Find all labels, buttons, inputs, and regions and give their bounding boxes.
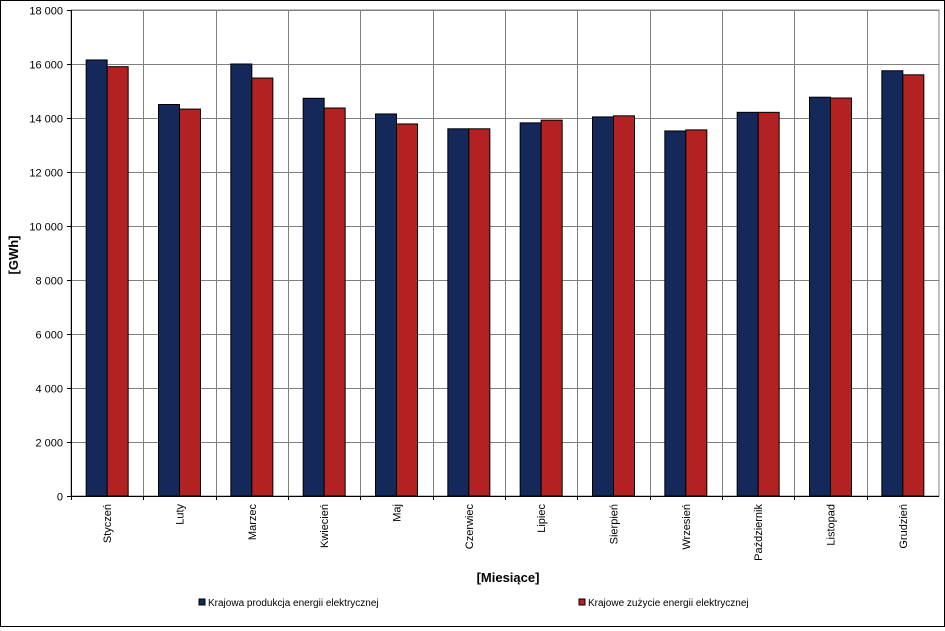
x-axis-title: [Miesiące] [477, 570, 540, 585]
legend-label-consumption: Krajowe zużycie energii elektrycznej [588, 598, 749, 609]
bar-consumption [540, 119, 563, 497]
bar-consumption [106, 66, 129, 497]
x-tick-label: Luty [175, 504, 187, 525]
bars-group [85, 59, 925, 497]
y-tick-label: 16 000 [29, 60, 63, 72]
bar-consumption [179, 108, 201, 497]
x-tick-label: Styczeń [102, 504, 114, 543]
bar-production [881, 70, 904, 497]
bar-consumption [902, 74, 925, 497]
x-tick-label: Marzec [247, 504, 259, 541]
x-tick-label: Wrzesień [681, 504, 693, 550]
bar-production [85, 59, 108, 497]
legend-label-production: Krajowa produkcja energii elektrycznej [208, 598, 379, 609]
y-tick-label: 10 000 [29, 222, 63, 234]
y-tick-label: 2 000 [35, 438, 63, 450]
y-tick-labels: 0 2 000 4 000 6 000 8 000 10 000 12 000 14 000 1… [29, 6, 63, 504]
x-tick-label: Lipiec [536, 504, 548, 533]
bar-production [158, 104, 180, 497]
x-tick-label: Czerwiec [464, 504, 476, 550]
bar-production [302, 97, 325, 497]
y-tick-label: 4 000 [35, 384, 63, 396]
bar-consumption [613, 115, 635, 497]
bar-production [736, 111, 759, 497]
bar-consumption [757, 111, 780, 497]
y-tick-label: 0 [57, 492, 63, 504]
x-tick-label: Kwiecień [319, 504, 331, 548]
y-tick-label: 12 000 [29, 168, 63, 180]
bar-consumption [251, 77, 274, 497]
bar-production [447, 128, 470, 497]
x-tick-label: Maj [392, 504, 404, 522]
bar-production [664, 130, 687, 497]
x-tick-label: Listopad [826, 504, 838, 546]
bar-production [230, 63, 253, 497]
bar-consumption [396, 123, 418, 497]
bar-production [592, 116, 614, 497]
axes-group [67, 10, 939, 500]
bar-consumption [685, 129, 708, 497]
bar-production [809, 96, 831, 497]
y-tick-label: 6 000 [35, 330, 63, 342]
x-tick-label: Grudzień [898, 504, 910, 549]
y-tick-label: 14 000 [29, 114, 63, 126]
legend-swatch-production [198, 598, 206, 606]
legend: Krajowa produkcja energii elektrycznej Kr… [198, 598, 749, 609]
x-tick-label: Sierpień [609, 504, 621, 544]
bar-consumption [323, 107, 346, 497]
x-tick-labels: Styczeń Luty Marzec Kwiecień Maj Czerwiec Lipi… [102, 504, 910, 561]
y-tick-label: 18 000 [29, 6, 63, 18]
bar-production [375, 113, 397, 497]
y-tick-label: 8 000 [35, 276, 63, 288]
grid-lines [70, 9, 940, 497]
legend-swatch-consumption [578, 598, 586, 606]
bar-consumption [468, 128, 491, 497]
bar-consumption [830, 97, 852, 497]
y-axis-title: [GWh] [6, 236, 21, 275]
x-tick-label: Październik [753, 504, 765, 561]
bar-production [519, 122, 542, 497]
